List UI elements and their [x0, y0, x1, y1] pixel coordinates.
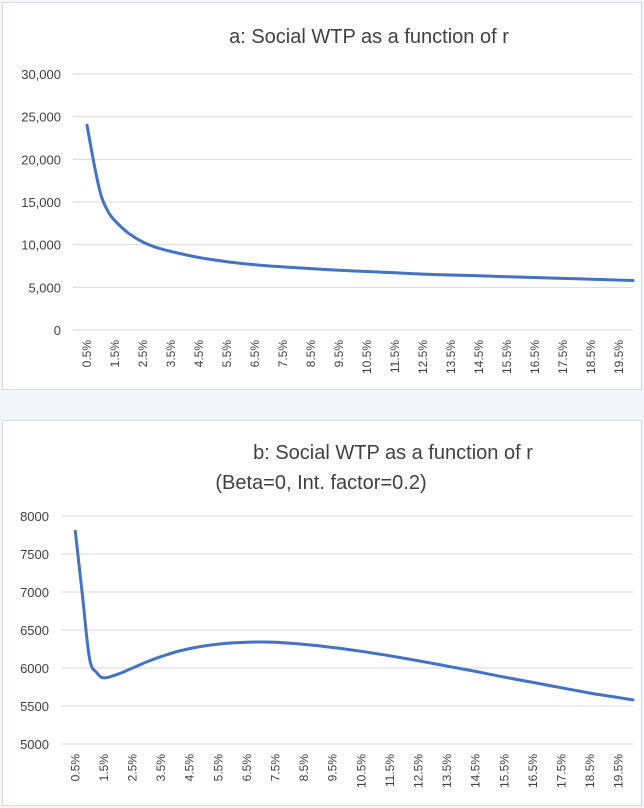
x-tick-label: 2.5% [136, 340, 150, 368]
chart-b-gridlines [61, 515, 633, 745]
x-tick-label: 16.5% [526, 754, 540, 788]
x-tick-label: 5.5% [220, 340, 234, 368]
x-tick-label: 8.5% [297, 754, 311, 782]
chart-a-svg: a: Social WTP as a function of r 0 5,000 1… [21, 26, 635, 374]
x-tick-label: 17.5% [555, 754, 569, 788]
x-tick-label: 15.5% [497, 754, 511, 788]
x-tick-label: 7.5% [269, 754, 283, 782]
x-tick-label: 0.5% [68, 754, 82, 782]
y-tick-label: 5000 [20, 737, 49, 752]
chart-a-x-tick-labels: 0.5% 1.5% 2.5% 3.5% 4.5% 5.5% 6.5% 7.5% 8.5% 9.5%… [80, 340, 626, 374]
x-tick-label: 9.5% [326, 754, 340, 782]
x-tick-label: 4.5% [183, 754, 197, 782]
chart-b-subtitle: (Beta=0, Int. factor=0.2) [215, 472, 426, 494]
chart-panel-b: b: Social WTP as a function of r (Beta=0… [2, 420, 642, 806]
y-tick-label: 5500 [20, 699, 49, 714]
y-tick-label: 7000 [20, 585, 49, 600]
y-tick-label: 30,000 [21, 67, 61, 82]
x-tick-label: 9.5% [332, 340, 346, 368]
y-tick-label: 8000 [20, 509, 49, 524]
chart-b-x-tick-labels: 0.5% 1.5% 2.5% 3.5% 4.5% 5.5% 6.5% 7.5% 8.5% 9.5%… [68, 754, 625, 788]
x-tick-label: 8.5% [304, 340, 318, 368]
x-tick-label: 11.5% [388, 340, 402, 373]
x-tick-label: 4.5% [192, 340, 206, 368]
y-tick-label: 15,000 [21, 195, 61, 210]
x-tick-label: 0.5% [80, 340, 94, 368]
y-tick-label: 20,000 [21, 152, 61, 167]
chart-a-series-line [85, 123, 635, 282]
x-tick-label: 19.5% [612, 340, 626, 374]
x-tick-label: 3.5% [164, 340, 178, 368]
y-tick-label: 5,000 [28, 280, 61, 295]
x-tick-label: 19.5% [612, 754, 626, 788]
y-tick-label: 7500 [20, 547, 49, 562]
x-tick-label: 10.5% [360, 340, 374, 374]
x-tick-label: 13.5% [440, 754, 454, 788]
x-tick-label: 12.5% [416, 340, 430, 374]
x-tick-label: 6.5% [248, 340, 262, 368]
y-tick-label: 10,000 [21, 238, 61, 253]
chart-b-y-tick-labels: 5000 5500 6000 6500 7000 7500 8000 [20, 509, 49, 752]
x-tick-label: 14.5% [472, 340, 486, 374]
y-tick-label: 6000 [20, 661, 49, 676]
x-tick-label: 18.5% [584, 340, 598, 374]
y-tick-label: 25,000 [21, 110, 61, 125]
chart-b-series-line [73, 529, 635, 702]
chart-a-title: a: Social WTP as a function of r [229, 26, 509, 48]
x-tick-label: 1.5% [108, 340, 122, 368]
x-tick-label: 18.5% [583, 754, 597, 788]
x-tick-label: 7.5% [276, 340, 290, 368]
y-tick-label: 0 [54, 323, 61, 338]
chart-a-gridlines [73, 73, 633, 331]
x-tick-label: 5.5% [211, 754, 225, 782]
x-tick-label: 16.5% [528, 340, 542, 374]
x-tick-label: 3.5% [154, 754, 168, 782]
x-tick-label: 11.5% [383, 754, 397, 787]
x-tick-label: 10.5% [354, 754, 368, 788]
x-tick-label: 2.5% [126, 754, 140, 782]
x-tick-label: 6.5% [240, 754, 254, 782]
chart-b-title: b: Social WTP as a function of r [253, 442, 533, 464]
chart-b-svg: b: Social WTP as a function of r (Beta=0… [20, 442, 635, 788]
x-tick-label: 17.5% [556, 340, 570, 374]
x-tick-label: 14.5% [469, 754, 483, 788]
chart-panel-a: a: Social WTP as a function of r 0 5,000 1… [2, 2, 642, 390]
x-tick-label: 13.5% [444, 340, 458, 374]
chart-a-y-tick-labels: 0 5,000 10,000 15,000 20,000 25,000 30,000 [21, 67, 61, 338]
y-tick-label: 6500 [20, 623, 49, 638]
x-tick-label: 1.5% [97, 754, 111, 782]
x-tick-label: 12.5% [412, 754, 426, 788]
x-tick-label: 15.5% [500, 340, 514, 374]
